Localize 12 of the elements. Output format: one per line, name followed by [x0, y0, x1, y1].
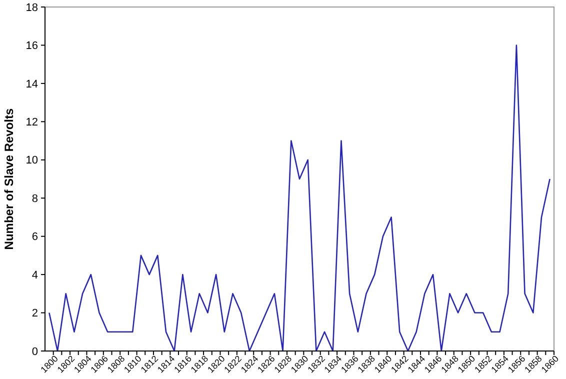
y-tick-label: 14	[26, 78, 38, 90]
y-tick-label: 8	[32, 192, 38, 205]
y-tick-label: 2	[32, 308, 38, 320]
y-tick-label: 0	[32, 346, 38, 358]
y-tick-label: 12	[26, 116, 38, 129]
y-tick-label: 16	[26, 40, 38, 52]
y-tick-label: 6	[32, 231, 38, 244]
line-series	[48, 44, 550, 352]
y-axis-title: Number of Slave Revolts	[2, 108, 16, 250]
y-tick-label: 10	[26, 154, 38, 167]
y-tick-label: 18	[26, 2, 38, 14]
y-tick-label: 4	[32, 269, 38, 282]
